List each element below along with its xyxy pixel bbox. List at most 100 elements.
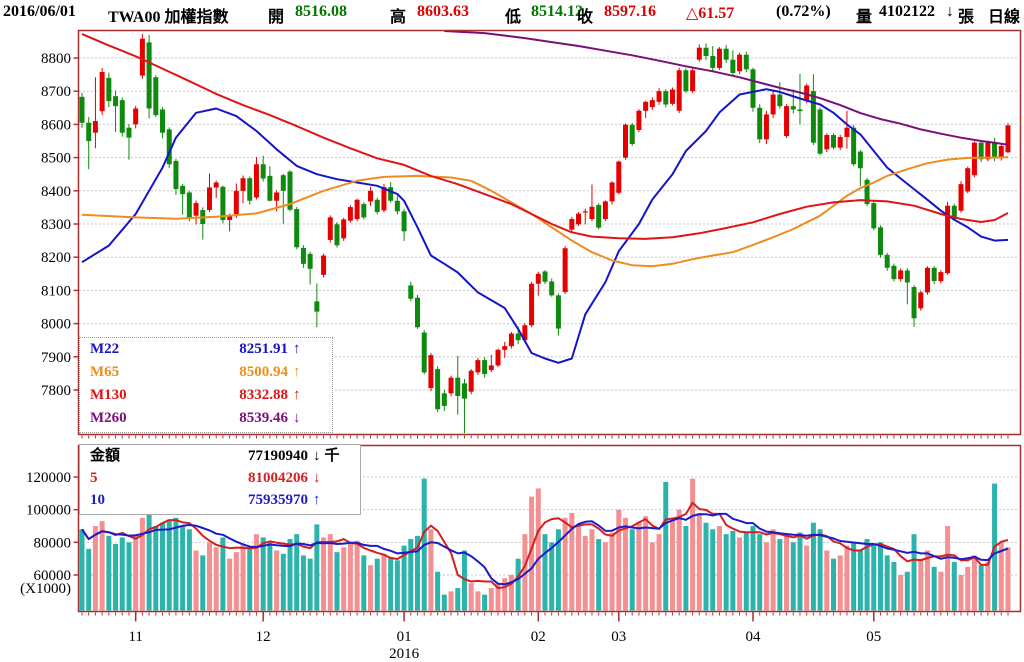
volume-bar (562, 517, 568, 611)
volume-bar (79, 529, 85, 611)
low-value: 8514.12 (531, 3, 583, 20)
volume-bar (837, 555, 843, 611)
trend-arrow-icon: ↑ (293, 364, 301, 380)
candle-body (153, 77, 159, 116)
volume-ma-line-5 (81, 501, 1009, 590)
volume-bar (663, 481, 669, 611)
volume-bar (857, 550, 863, 611)
candle-body (408, 285, 414, 299)
volume-bar (300, 555, 306, 611)
ma-name: M22 (90, 341, 120, 357)
candle-body (790, 106, 796, 110)
candle-body (609, 182, 615, 202)
vol-series-name: 5 (90, 470, 98, 486)
price-tick-label: 8700 (41, 84, 71, 100)
candle-body (92, 121, 98, 133)
candle-body (690, 70, 696, 92)
candle-body (663, 91, 669, 105)
volume-bar (388, 557, 394, 611)
volume-tick-label: 100000 (26, 503, 71, 519)
candle-body (884, 254, 890, 268)
period-selector[interactable]: 日線 (988, 9, 1021, 26)
month-label: 04 (746, 629, 762, 645)
high-label: 高 (390, 9, 407, 26)
candle-body (784, 106, 790, 137)
volume-value: 4102122 (879, 3, 935, 20)
price-tick-label: 8000 (41, 317, 71, 333)
candle-body (656, 91, 662, 102)
volume-bar (931, 566, 937, 611)
volume-bar (314, 524, 320, 611)
volume-bar (710, 529, 716, 611)
volume-bar (669, 517, 675, 611)
volume-bar (602, 542, 608, 611)
ma-line-m130 (81, 33, 1009, 240)
volume-bar (529, 496, 535, 611)
candle-body (904, 270, 910, 283)
candle-body (294, 209, 300, 248)
price-tick-label: 8300 (41, 217, 71, 233)
vol-legend-row-ma5: 5 81004206 ↓ (80, 467, 360, 489)
volume-bar (971, 555, 977, 611)
volume-bar (482, 594, 488, 611)
candle-body (777, 94, 783, 107)
ma-value: 8500.94 (239, 364, 288, 380)
candle-body (435, 369, 441, 410)
candle-body (978, 142, 984, 160)
volume-bar (126, 542, 132, 611)
price-tick-label: 8500 (41, 151, 71, 167)
ma-legend-row-m260: M260 8539.46 ↓ (80, 407, 332, 430)
volume-bar (522, 534, 528, 611)
ma-name: M130 (90, 387, 127, 403)
candle-body (381, 187, 387, 211)
price-tick-label: 8200 (41, 250, 71, 266)
ma-line-m22 (81, 88, 1009, 364)
candle-body (126, 127, 132, 138)
volume-label: 量 (856, 9, 873, 26)
volume-bar (649, 542, 655, 611)
candle-body (300, 247, 306, 264)
candle-body (730, 59, 736, 73)
volume-bar (770, 529, 776, 611)
volume-bar (274, 550, 280, 611)
ma-legend-row-m22: M22 8251.91 ↑ (80, 338, 332, 361)
vol-series-name: 10 (90, 492, 105, 508)
volume-bar (354, 540, 360, 611)
volume-bar (394, 560, 400, 611)
candle-body (629, 124, 635, 144)
trend-arrow-icon: ↓ (313, 448, 321, 464)
candle-body (911, 287, 917, 319)
candle-body (676, 70, 682, 111)
volume-bar (361, 555, 367, 611)
volume-bar (576, 525, 582, 611)
candle-body (643, 101, 649, 111)
ma-legend-row-m65: M65 8500.94 ↑ (80, 361, 332, 384)
volume-bar (428, 529, 434, 611)
candle-body (354, 199, 360, 220)
open-value: 8516.08 (295, 3, 347, 20)
volume-bar (374, 558, 380, 611)
candle-body (737, 54, 743, 72)
low-label: 低 (505, 9, 522, 26)
ma-line-m65 (81, 156, 1009, 268)
volume-ma-line-10 (81, 512, 1009, 586)
volume-bar (904, 571, 910, 611)
candle-body (535, 273, 541, 284)
volume-bar (951, 561, 957, 611)
volume-bar (851, 542, 857, 611)
candle-body (314, 301, 320, 312)
volume-bar (113, 543, 119, 611)
vol-series-value: 75935970 (248, 492, 308, 508)
candle-body (441, 393, 447, 406)
volume-bar (321, 537, 327, 611)
volume-bar (535, 488, 541, 611)
candle-body (824, 135, 830, 150)
volume-bar (294, 534, 300, 611)
ma-line-m260 (444, 30, 1009, 146)
candle-body (415, 297, 420, 328)
candle-body (555, 295, 561, 329)
volume-bar (515, 558, 521, 611)
volume-bar (716, 525, 722, 611)
